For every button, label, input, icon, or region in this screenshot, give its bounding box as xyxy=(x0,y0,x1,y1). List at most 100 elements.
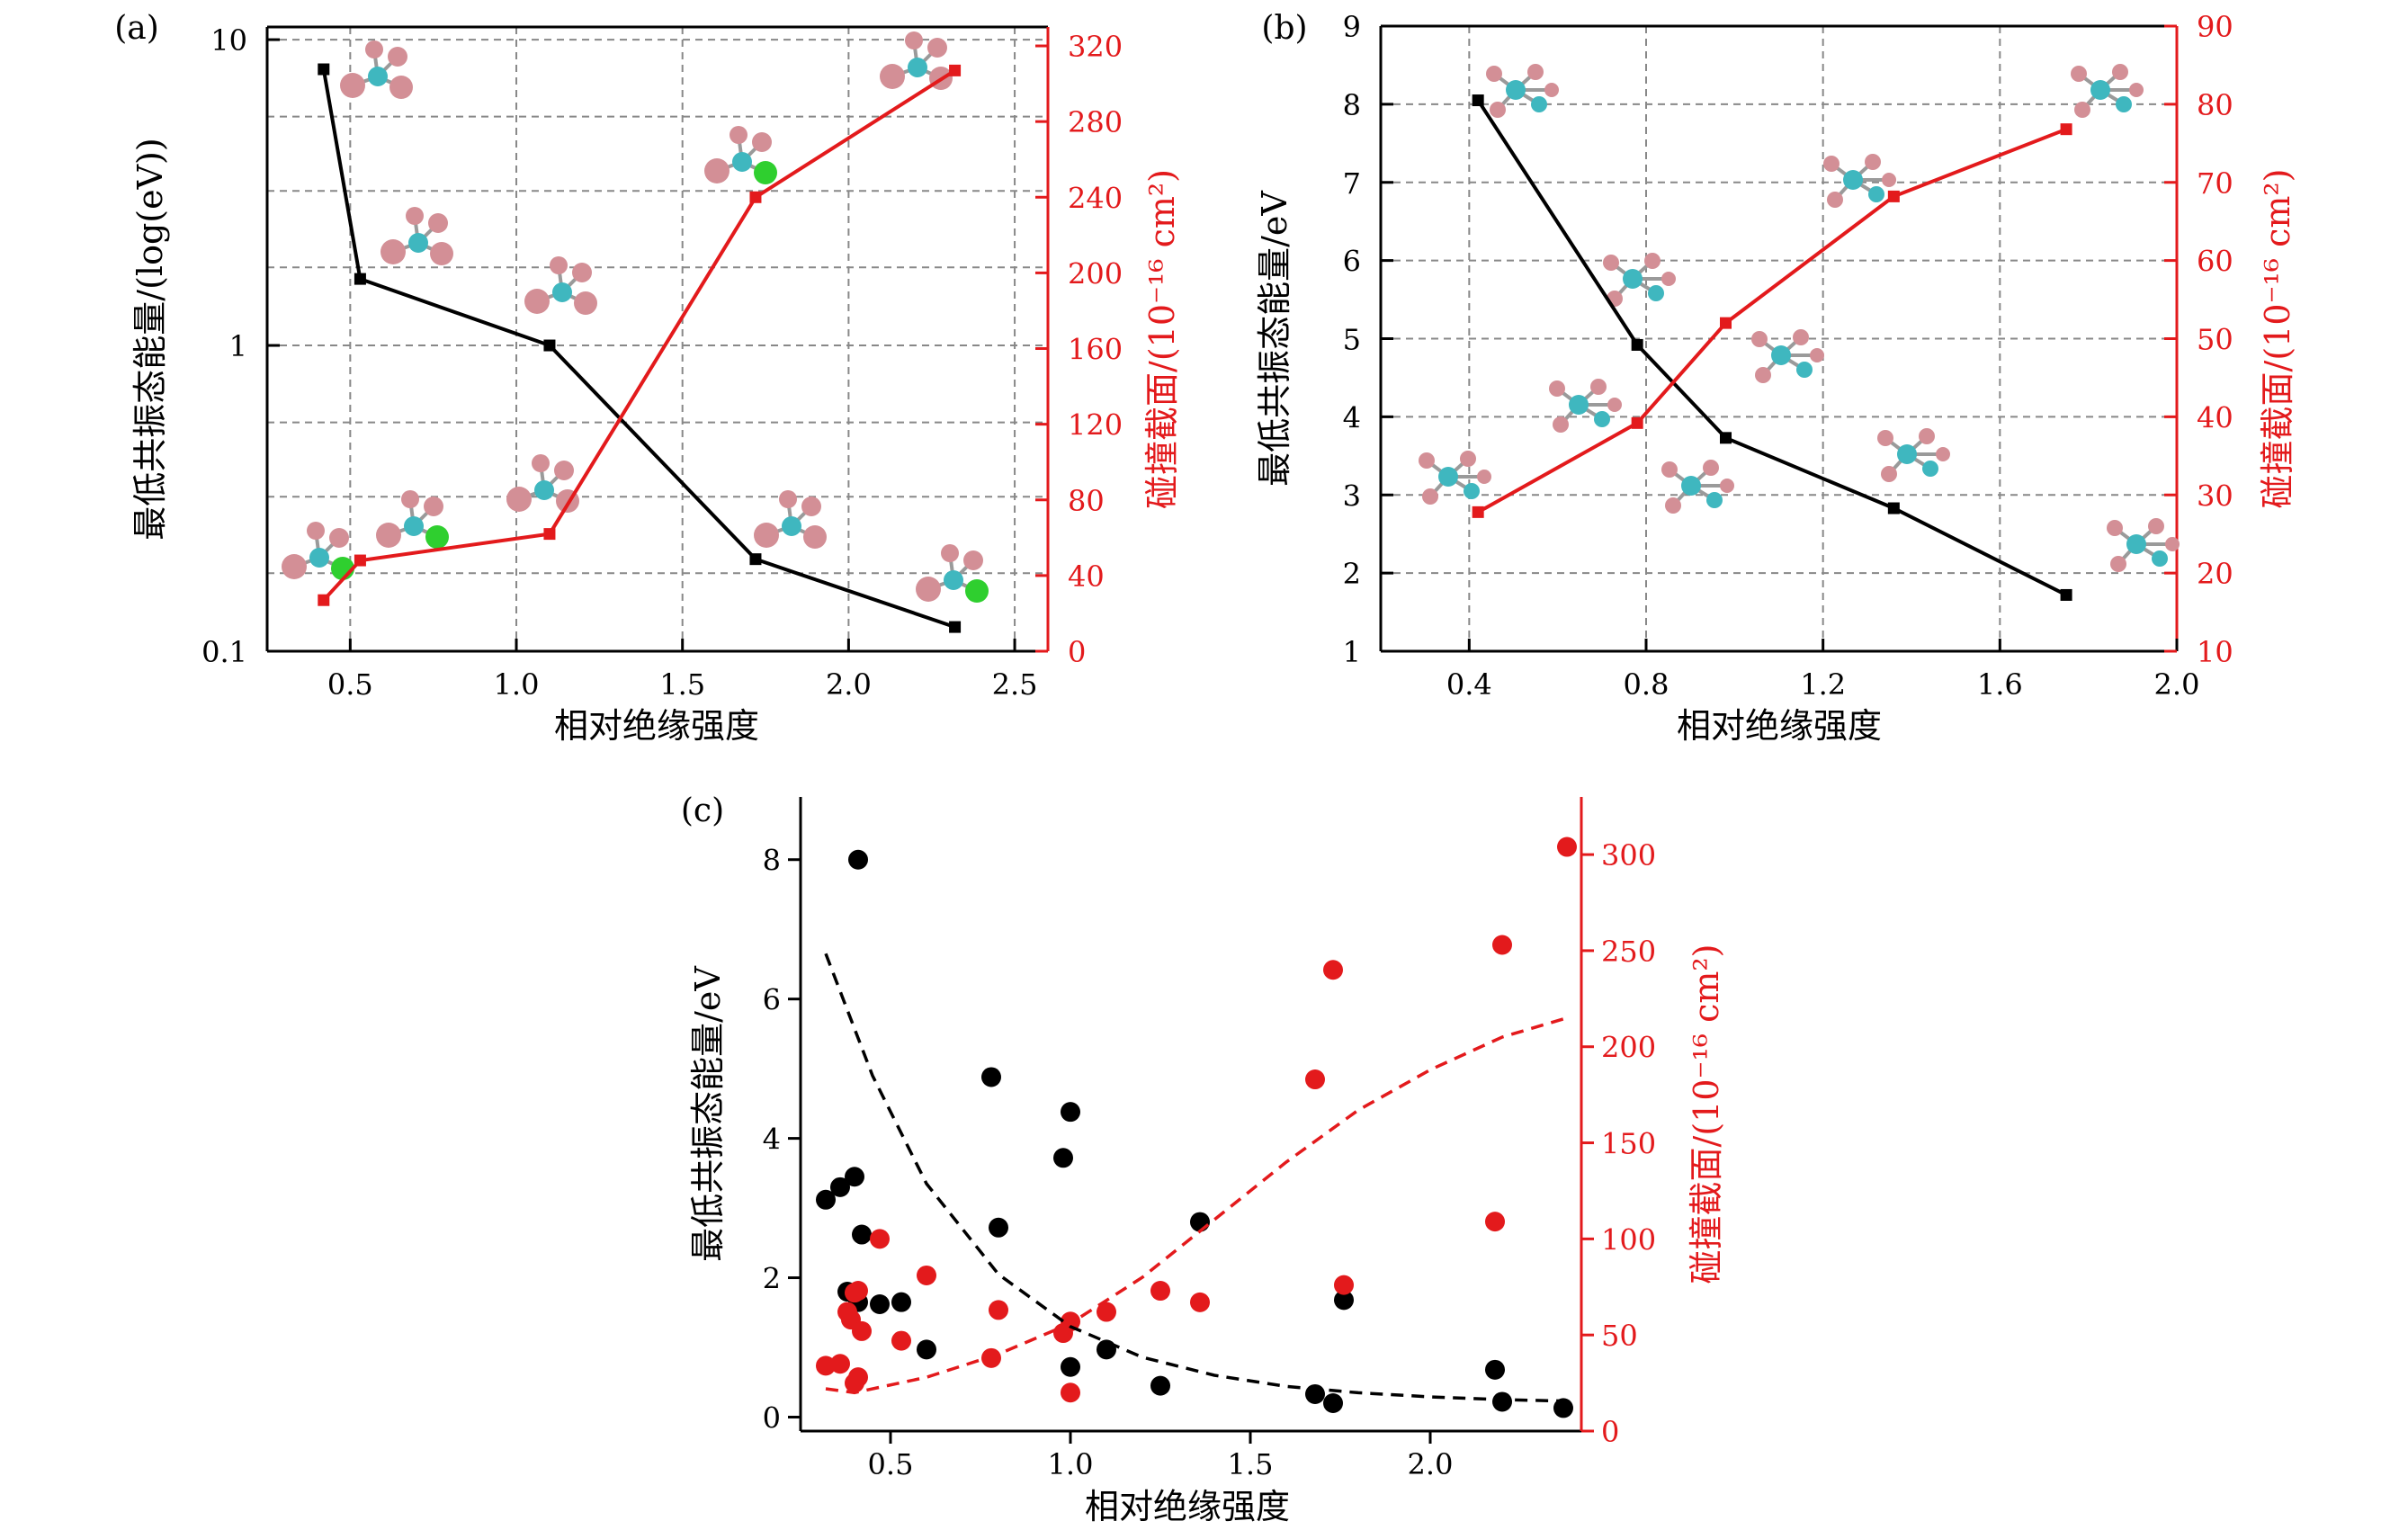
molecule-atom xyxy=(1607,398,1622,412)
molecule-atom xyxy=(1755,367,1771,383)
x-tick-label: 1.5 xyxy=(659,667,705,702)
molecule-atom xyxy=(1661,272,1676,286)
molecule-atom xyxy=(1438,467,1458,487)
left-tick-label: 1 xyxy=(1343,635,1361,669)
molecule-atom xyxy=(428,213,448,233)
red-scatter-point xyxy=(852,1320,872,1341)
molecule-atom xyxy=(552,282,572,302)
molecule-atom xyxy=(2165,537,2180,551)
black-data-point xyxy=(749,553,762,566)
black-data-point xyxy=(1472,94,1484,107)
molecule-atom xyxy=(408,233,428,253)
molecule-atom xyxy=(1810,348,1824,362)
molecule-atom xyxy=(803,525,827,549)
molecule-atom xyxy=(2129,83,2144,97)
x-tick-label: 0.5 xyxy=(868,1447,914,1481)
molecule-atom xyxy=(1751,331,1768,347)
molecule-atom xyxy=(1490,102,1506,118)
halomethane-icon xyxy=(754,490,827,549)
black-scatter-point xyxy=(1061,1356,1080,1377)
red-fit-curve xyxy=(825,1016,1568,1395)
molecule-atom xyxy=(1527,64,1544,80)
red-data-point xyxy=(2060,123,2072,136)
molecule-atom xyxy=(732,152,752,172)
alkane-icon xyxy=(1419,451,1491,505)
black-data-point xyxy=(318,63,330,76)
molecule-atom xyxy=(1793,329,1809,345)
alkane-icon xyxy=(1549,379,1622,433)
molecule-atom xyxy=(572,263,592,282)
right-tick-label: 320 xyxy=(1068,30,1123,64)
left-tick-label: 2 xyxy=(763,1262,781,1296)
black-scatter-point xyxy=(917,1339,936,1360)
left-tick-label: 7 xyxy=(1343,166,1361,201)
right-tick-label: 160 xyxy=(1068,333,1123,367)
black-scatter-point xyxy=(1305,1383,1325,1404)
black-scatter-point xyxy=(1485,1359,1505,1380)
black-scatter-point xyxy=(816,1189,836,1210)
panel-c: 0.5 1.0 1.5 2.0 0 2 4 6 8 0 50 100 150 200 250 300 (c) 相对… xyxy=(681,792,1726,1526)
left-tick-label: 0.1 xyxy=(201,635,247,669)
black-scatter-point xyxy=(830,1177,850,1197)
red-data-point xyxy=(318,594,330,606)
halomethane-icon xyxy=(704,126,777,184)
black-scatter-point xyxy=(1150,1375,1170,1396)
x-tick-label: 2.0 xyxy=(1408,1447,1454,1481)
right-axis-label: 碰撞截面/(10⁻¹⁶ cm²) xyxy=(1142,169,1182,509)
right-tick-label: 100 xyxy=(1601,1222,1656,1257)
left-tick-label: 0 xyxy=(763,1401,781,1436)
right-tick-label: 90 xyxy=(2197,10,2233,44)
halomethane-icon xyxy=(524,256,597,315)
red-data-point xyxy=(1472,506,1484,518)
black-data-point xyxy=(949,621,962,633)
left-tick-label: 8 xyxy=(1343,88,1361,122)
molecule-atom xyxy=(1506,80,1526,100)
alkane-icon xyxy=(2071,64,2144,118)
molecule-atom xyxy=(1771,345,1791,365)
molecule-atom xyxy=(401,490,419,508)
molecule-atom xyxy=(1936,447,1950,461)
molecule-atom xyxy=(2116,96,2132,112)
molecule-atom xyxy=(782,516,801,536)
panel-label: (c) xyxy=(681,792,724,829)
black-scatter-point xyxy=(870,1294,890,1314)
black-scatter-point xyxy=(1053,1148,1073,1168)
right-tick-label: 80 xyxy=(2197,88,2233,122)
molecule-atom xyxy=(2152,550,2168,567)
molecule-atom xyxy=(1877,430,1893,446)
red-data-point xyxy=(543,528,556,541)
left-tick-label: 6 xyxy=(763,983,781,1017)
molecule-atom xyxy=(1868,186,1884,202)
molecule-atom xyxy=(329,528,349,548)
x-tick-label: 1.0 xyxy=(494,667,540,702)
red-scatter-point xyxy=(891,1330,911,1351)
black-scatter-point xyxy=(1190,1212,1210,1232)
molecule-atom xyxy=(880,64,905,89)
black-scatter-point xyxy=(1323,1393,1343,1414)
right-axis-label: 碰撞截面/(10⁻¹⁶ cm²) xyxy=(1687,944,1726,1284)
left-tick-label: 5 xyxy=(1343,323,1361,357)
right-tick-label: 300 xyxy=(1601,838,1656,872)
molecule-atom xyxy=(532,454,550,472)
molecule-atom xyxy=(2071,66,2087,82)
molecule-atom xyxy=(963,550,983,570)
left-tick-label: 8 xyxy=(763,844,781,878)
molecule-atom xyxy=(430,242,453,265)
halomethane-icon xyxy=(506,454,579,513)
halomethane-icon xyxy=(340,40,413,99)
molecule-atom xyxy=(1661,461,1678,478)
left-tick-label: 9 xyxy=(1343,10,1361,44)
molecule-atom xyxy=(1531,96,1547,112)
left-axis-label: 最低共振态能量/(log(eV)) xyxy=(130,138,170,540)
molecule-atom xyxy=(1881,466,1897,482)
molecule-atom xyxy=(1681,476,1701,496)
alkane-icon xyxy=(1877,428,1950,482)
right-tick-label: 280 xyxy=(1068,105,1123,139)
molecule-atom xyxy=(1603,255,1619,271)
molecule-atom xyxy=(1553,416,1569,433)
grid xyxy=(267,27,1048,651)
molecule-atom xyxy=(927,38,947,58)
black-scatter-point xyxy=(981,1067,1001,1087)
red-data-point xyxy=(1720,317,1732,329)
